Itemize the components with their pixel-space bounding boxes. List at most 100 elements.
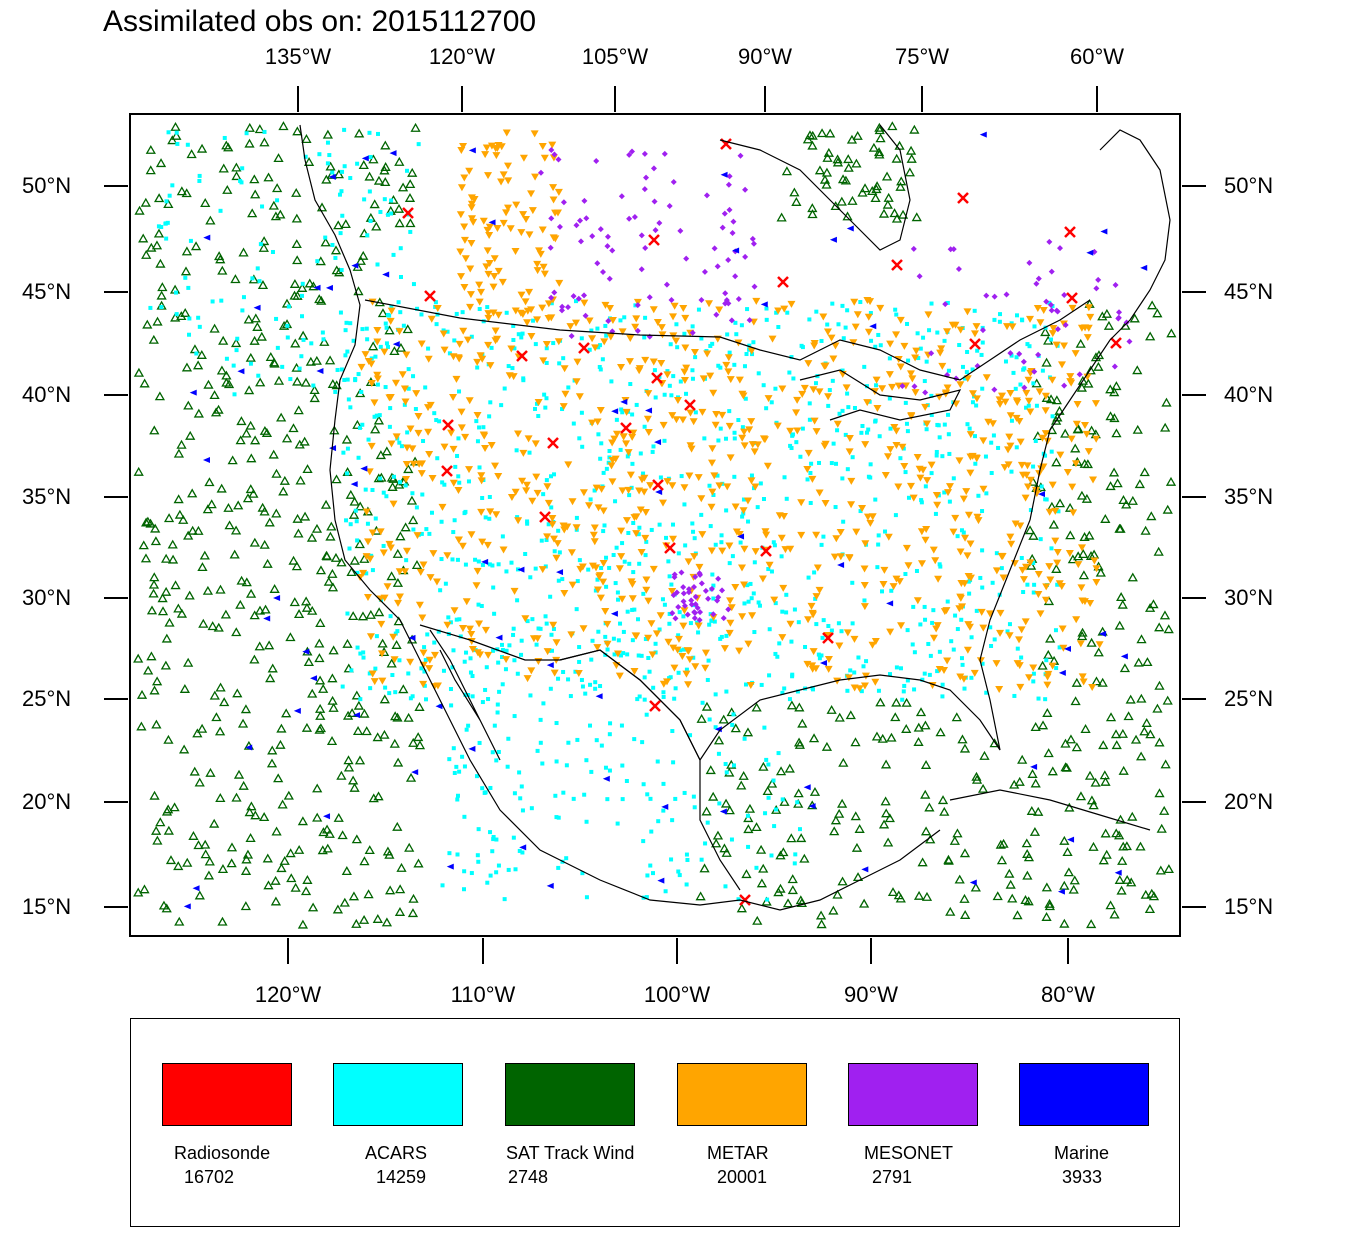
obs-marker	[968, 390, 977, 398]
obs-marker	[1129, 313, 1140, 323]
obs-marker	[455, 793, 460, 798]
obs-marker	[992, 891, 1003, 901]
obs-marker	[141, 249, 152, 259]
obs-marker	[723, 483, 732, 491]
obs-marker	[249, 537, 260, 547]
obs-marker	[1019, 576, 1028, 584]
obs-marker	[340, 169, 345, 174]
obs-marker	[173, 603, 184, 613]
obs-marker	[773, 887, 784, 897]
obs-marker	[542, 392, 547, 397]
obs-marker	[1092, 435, 1101, 443]
obs-marker	[649, 565, 658, 573]
obs-marker	[592, 488, 597, 493]
obs-marker	[1011, 370, 1016, 375]
obs-marker	[348, 891, 360, 901]
obs-marker	[325, 284, 333, 291]
obs-marker	[449, 393, 458, 401]
obs-marker	[894, 312, 899, 317]
obs-marker	[549, 154, 558, 162]
obs-marker	[1046, 238, 1053, 245]
obs-marker	[743, 682, 748, 687]
obs-marker	[1057, 888, 1065, 895]
obs-marker	[370, 568, 375, 573]
obs-marker	[580, 871, 585, 876]
obs-marker	[938, 564, 943, 569]
obs-marker	[684, 852, 689, 857]
obs-marker	[322, 129, 334, 139]
obs-marker	[163, 734, 174, 744]
obs-marker	[771, 540, 776, 545]
obs-marker	[619, 433, 628, 441]
obs-marker	[866, 519, 875, 527]
obs-marker	[477, 477, 486, 485]
obs-marker	[1006, 390, 1015, 398]
obs-marker	[834, 808, 845, 818]
obs-marker	[929, 413, 934, 418]
obs-marker	[599, 507, 608, 515]
obs-marker	[1033, 304, 1042, 312]
obs-marker	[596, 432, 601, 437]
obs-marker	[649, 527, 654, 532]
obs-marker	[691, 609, 698, 616]
obs-marker	[549, 505, 554, 510]
obs-marker	[684, 667, 689, 672]
obs-marker	[749, 596, 754, 601]
obs-marker	[194, 777, 205, 787]
obs-marker	[977, 783, 989, 793]
obs-marker	[651, 372, 663, 384]
obs-marker	[511, 323, 516, 328]
obs-marker	[611, 553, 616, 558]
obs-marker	[905, 429, 910, 434]
obs-marker	[628, 595, 637, 603]
obs-marker	[665, 369, 670, 374]
obs-marker	[523, 675, 532, 683]
obs-marker	[1076, 490, 1088, 500]
obs-marker	[1045, 633, 1056, 643]
obs-marker	[333, 220, 344, 230]
obs-marker	[723, 761, 728, 766]
obs-marker	[577, 217, 584, 224]
obs-marker	[1082, 459, 1093, 469]
obs-marker	[793, 427, 802, 435]
obs-marker	[943, 384, 952, 392]
obs-marker	[582, 312, 589, 319]
obs-marker	[1041, 392, 1050, 400]
obs-marker	[197, 173, 202, 178]
obs-marker	[859, 183, 871, 193]
obs-marker	[373, 354, 378, 359]
obs-marker	[680, 368, 689, 376]
obs-marker	[241, 295, 246, 300]
obs-marker	[834, 461, 839, 466]
obs-marker	[907, 412, 916, 420]
obs-marker	[490, 255, 499, 263]
obs-marker	[206, 499, 217, 509]
obs-marker	[1006, 412, 1015, 420]
legend-label: ACARS	[365, 1143, 428, 1163]
obs-marker	[651, 685, 656, 690]
obs-marker	[808, 475, 817, 483]
obs-marker	[703, 192, 710, 199]
obs-marker	[590, 638, 595, 643]
obs-marker	[469, 871, 474, 876]
obs-marker	[277, 799, 288, 809]
obs-marker	[599, 743, 604, 748]
obs-marker	[636, 617, 641, 622]
obs-marker	[950, 246, 957, 253]
obs-marker	[973, 513, 982, 521]
obs-marker	[312, 812, 323, 822]
obs-marker	[356, 372, 361, 377]
obs-marker	[630, 607, 635, 612]
obs-marker	[1047, 301, 1054, 308]
obs-marker	[377, 308, 389, 318]
right-tick-label: 20°N	[1224, 789, 1274, 814]
obs-marker	[627, 493, 632, 498]
legend-swatch	[505, 1063, 635, 1126]
obs-marker	[610, 435, 619, 443]
obs-marker	[834, 712, 845, 722]
obs-marker	[264, 640, 275, 650]
obs-marker	[809, 648, 818, 656]
obs-marker	[538, 566, 547, 574]
obs-marker	[612, 662, 621, 670]
obs-marker	[325, 161, 336, 171]
